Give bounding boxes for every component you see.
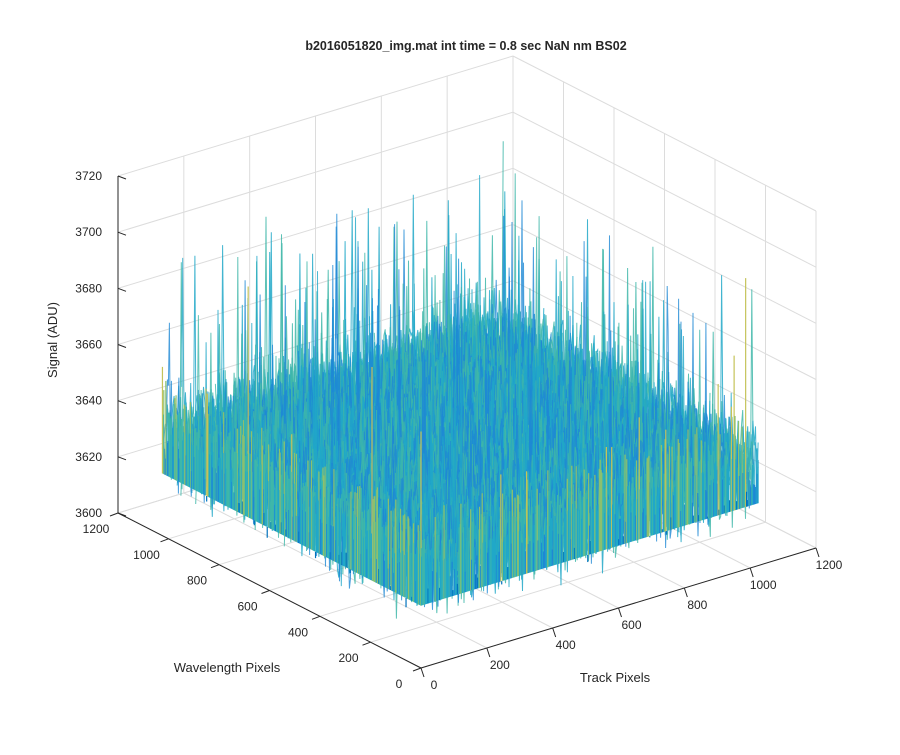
y-tick-label: 1200: [83, 522, 110, 536]
wall-gridline: [512, 111, 817, 268]
x-tick-label: 800: [687, 598, 707, 612]
z-tick-label: 3660: [75, 338, 102, 352]
z-tick: [117, 456, 127, 461]
wall-gridline: [512, 224, 817, 380]
z-tick: [117, 344, 127, 348]
z-tick-label: 3720: [75, 169, 102, 183]
y-tick: [412, 667, 422, 672]
wall-gridline: [117, 111, 514, 233]
z-tick: [117, 287, 127, 292]
x-tick-label: 400: [556, 638, 576, 652]
chart-title: b2016051820_img.mat int time = 0.8 sec N…: [305, 39, 626, 53]
x-tick: [749, 567, 754, 578]
y-axis-label: Wavelength Pixels: [174, 660, 281, 675]
z-tick-label: 3600: [75, 506, 102, 520]
x-tick: [683, 587, 688, 598]
tick-labels: 0 200 400 600 800 1000 1200 0 200 400 600 800 1000 12…: [75, 169, 842, 692]
z-axis-label: Signal (ADU): [45, 302, 60, 378]
y-tick-label: 800: [187, 574, 207, 588]
x-tick: [420, 667, 425, 678]
x-tick: [486, 647, 491, 658]
x-tick-label: 200: [490, 658, 510, 672]
x-tick: [618, 607, 622, 618]
z-tick: [117, 512, 127, 517]
x-tick-label: 1000: [750, 578, 777, 592]
wall-gridline: [117, 167, 514, 289]
floor-gridline: [370, 521, 766, 643]
axes: [109, 175, 820, 678]
x-tick-label: 600: [621, 618, 641, 632]
wall-gridline: [512, 167, 817, 324]
y-tick: [109, 512, 119, 517]
y-tick: [160, 538, 169, 543]
z-tick-label: 3620: [75, 450, 102, 464]
x-tick: [815, 547, 820, 558]
z-tick: [117, 400, 127, 405]
y-tick-label: 400: [288, 625, 308, 639]
y-tick-label: 0: [396, 677, 403, 691]
y-tick: [261, 590, 270, 594]
wall-gridline: [512, 55, 817, 212]
z-tick-label: 3680: [75, 281, 102, 295]
x-tick-label: 1200: [816, 558, 843, 572]
surface: [161, 141, 759, 619]
y-tick-label: 200: [338, 651, 358, 665]
x-axis-label: Track Pixels: [580, 670, 651, 685]
y-tick-label: 600: [237, 600, 257, 614]
z-tick-label: 3700: [75, 225, 102, 239]
surface-line: [479, 200, 740, 510]
y-tick: [311, 615, 321, 620]
y-tick: [210, 564, 220, 569]
z-tick: [117, 175, 127, 180]
z-tick: [117, 231, 127, 236]
wall-gridline: [117, 224, 514, 345]
y-tick-label: 1000: [133, 548, 160, 562]
x-tick-label: 0: [431, 678, 438, 692]
wall-gridline: [117, 55, 514, 177]
y-tick: [362, 641, 371, 646]
x-tick: [552, 627, 557, 638]
z-tick-label: 3640: [75, 394, 102, 408]
